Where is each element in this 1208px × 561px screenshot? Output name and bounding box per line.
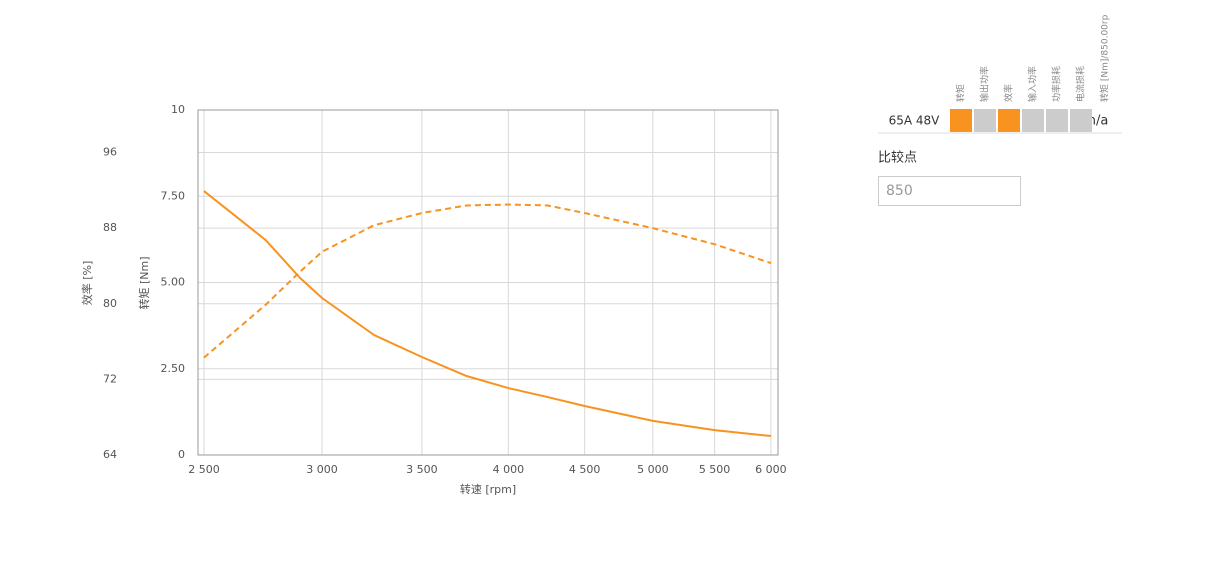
y-axis-label: 转矩 [Nm] [137, 256, 151, 309]
legend-panel: 65A 48V n/a 比较点 850 转矩 输出功率 效率 输入功率 功率损耗 电流损耗… [878, 14, 1122, 206]
y2-axis-label: 效率 [%] [80, 261, 94, 306]
compare-label: 比较点 [878, 151, 917, 166]
x-axis-label: 转速 [rpm] [460, 482, 516, 496]
row-value: n/a [1088, 114, 1109, 129]
column-header: 输入功率 [1027, 66, 1039, 102]
column-header: 转矩 [Nm]/850.00rp [1099, 14, 1111, 102]
y-tick-label: 5.00 [161, 276, 186, 289]
series-toggle[interactable] [974, 109, 996, 132]
column-header: 电流损耗 [1075, 66, 1087, 102]
series-toggle[interactable] [1022, 109, 1044, 132]
y-tick-label: 0 [178, 448, 185, 461]
chart: 转速 [rpm] 转矩 [Nm] 效率 [%] 2 500 3 000 3 500 4… [80, 103, 787, 496]
y-tick-label: 7.50 [161, 189, 186, 202]
series-toggle[interactable] [950, 109, 972, 132]
y2-tick-label: 80 [103, 297, 117, 310]
x-tick-label: 5 500 [699, 463, 731, 476]
x-tick-label: 3 000 [306, 463, 338, 476]
y2-tick-label: 64 [103, 448, 117, 461]
x-tick-label: 2 500 [188, 463, 220, 476]
x-tick-label: 4 500 [569, 463, 601, 476]
plot-frame [197, 109, 779, 456]
column-header: 效率 [1003, 84, 1015, 102]
x-tick-label: 4 000 [493, 463, 525, 476]
compare-input[interactable] [878, 176, 1021, 206]
y2-tick-label: 88 [103, 221, 117, 234]
column-header: 输出功率 [979, 66, 991, 102]
x-tick-label: 5 000 [637, 463, 669, 476]
row-label: 65A 48V [889, 114, 941, 128]
y2-tick-label: 96 [103, 146, 117, 159]
y-tick-label: 10 [171, 103, 185, 116]
column-header: 转矩 [955, 84, 967, 102]
y-tick-label: 2.50 [161, 362, 186, 375]
column-header: 功率损耗 [1051, 66, 1063, 102]
series-toggle[interactable] [1046, 109, 1068, 132]
x-tick-label: 6 000 [755, 463, 787, 476]
x-tick-label: 3 500 [406, 463, 438, 476]
series-toggle[interactable] [998, 109, 1020, 132]
series-line [203, 203, 772, 359]
series-line [203, 190, 772, 438]
compare-value: 850 [886, 183, 913, 199]
y2-tick-label: 72 [103, 372, 117, 385]
series-toggle[interactable] [1070, 109, 1092, 132]
